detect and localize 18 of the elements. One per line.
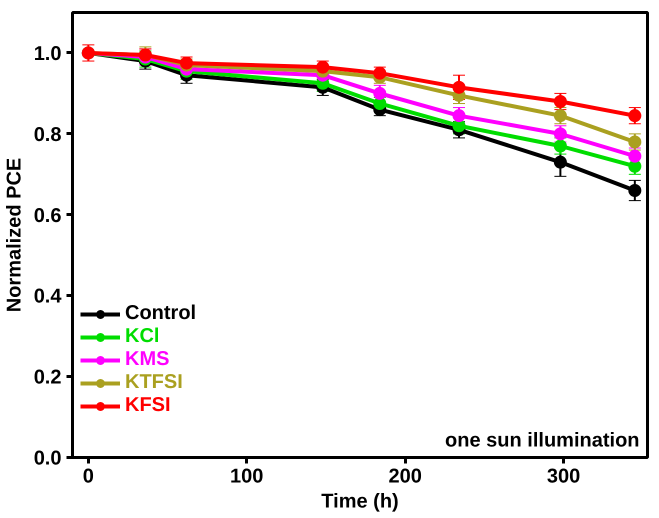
y-tick-label: 1.0	[34, 42, 62, 65]
y-tick-label: 0.8	[34, 124, 62, 146]
x-tick-label: 100	[230, 466, 264, 488]
y-tick-label: 0.6	[34, 204, 62, 227]
legend-label: KFSI	[125, 394, 171, 417]
y-tick-label: 0.2	[34, 366, 62, 389]
x-tick-label: 200	[388, 466, 422, 488]
y-tick-label: 0.4	[34, 286, 62, 308]
x-tick-label: 0	[82, 466, 94, 488]
y-axis-title: Normalized PCE	[4, 158, 26, 312]
legend-label: KTFSI	[125, 371, 183, 394]
legend-label: KMS	[125, 348, 170, 371]
y-tick-label: 0.0	[34, 448, 62, 470]
legend-label: KCl	[125, 325, 160, 348]
legend-label: Control	[125, 302, 196, 325]
x-tick-label: 300	[546, 466, 580, 488]
annotation: one sun illumination	[445, 430, 640, 452]
x-axis-title: Time (h)	[321, 490, 399, 512]
